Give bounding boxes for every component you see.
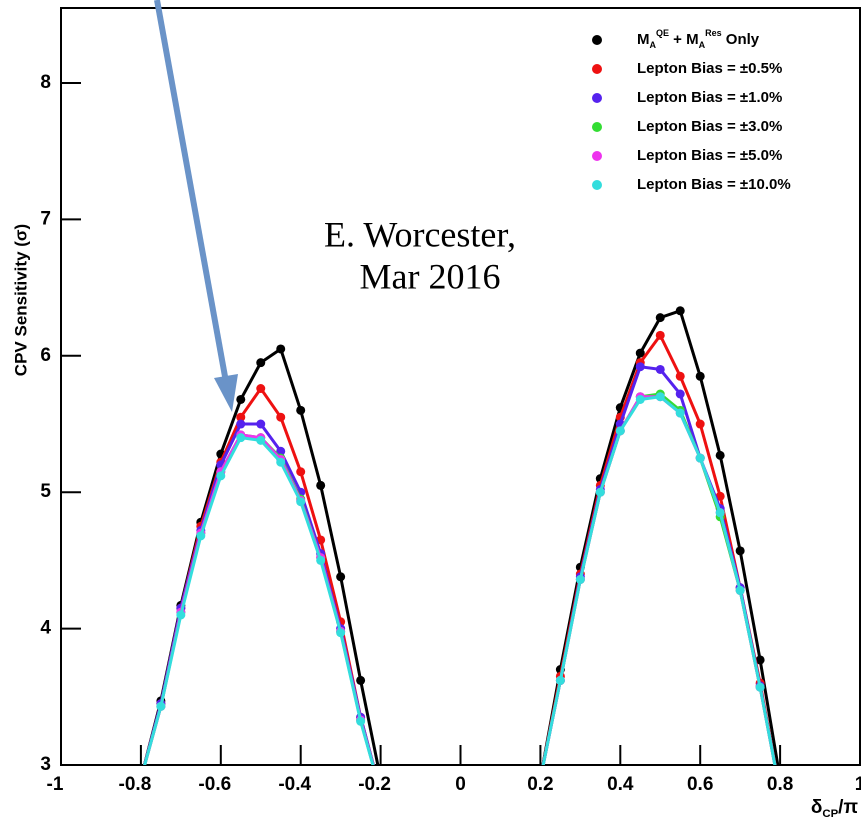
annotation: E. Worcester, (324, 214, 516, 254)
x-tick-label: 0.2 (527, 774, 553, 795)
data-point (735, 546, 745, 556)
data-point (336, 572, 346, 582)
data-point (715, 450, 725, 460)
data-point (635, 394, 645, 404)
data-point (276, 446, 286, 456)
x-tick-label: -0.6 (198, 774, 231, 795)
data-point (635, 362, 645, 372)
data-point (555, 675, 565, 685)
data-point (675, 408, 685, 418)
arrow (154, 0, 238, 412)
data-point (276, 344, 286, 354)
data-point (575, 575, 585, 585)
x-tick-label: -0.4 (278, 774, 311, 795)
data-point (655, 364, 665, 374)
series-line (143, 392, 777, 765)
data-point (755, 682, 765, 692)
data-point (715, 491, 725, 501)
data-point (296, 497, 306, 507)
data-point (256, 435, 266, 445)
legend-marker (592, 35, 602, 45)
legend-marker (592, 93, 602, 103)
data-point (735, 585, 745, 595)
y-tick-label: 7 (40, 208, 51, 229)
legend-marker (592, 122, 602, 132)
data-point (695, 419, 705, 429)
data-point (316, 555, 326, 565)
x-axis-label: δCP/π (811, 797, 859, 820)
data-point (615, 426, 625, 436)
data-point (236, 419, 246, 429)
data-point (236, 394, 246, 404)
plot-area (142, 306, 780, 765)
data-point (256, 384, 266, 394)
legend-label: Lepton Bias = ±3.0% (637, 118, 782, 135)
legend-marker (592, 151, 602, 161)
data-point (296, 467, 306, 477)
data-point (276, 412, 286, 422)
data-point (356, 716, 366, 726)
data-point (655, 392, 665, 402)
data-point (336, 628, 346, 638)
data-point (196, 531, 206, 541)
x-tick-label: 1 (855, 774, 861, 795)
data-point (236, 433, 246, 443)
legend-label: MAQE + MARes Only (637, 28, 760, 50)
series-line (143, 395, 777, 765)
data-point (256, 419, 266, 429)
legend-label: Lepton Bias = ±5.0% (637, 147, 782, 164)
x-tick-label: -1 (47, 774, 64, 795)
y-tick-label: 6 (40, 345, 51, 366)
data-point (695, 371, 705, 381)
data-point (236, 412, 246, 422)
x-tick-label: -0.8 (119, 774, 152, 795)
data-point (176, 610, 186, 620)
data-point (715, 508, 725, 518)
data-point (635, 348, 645, 358)
data-point (695, 453, 705, 463)
x-tick-label: -0.2 (358, 774, 391, 795)
data-point (356, 675, 366, 685)
data-point (675, 371, 685, 381)
data-point (675, 389, 685, 399)
data-point (216, 471, 226, 481)
data-point (256, 358, 266, 368)
data-point (276, 457, 286, 467)
legend-label: Lepton Bias = ±1.0% (637, 89, 782, 106)
legend-marker (592, 64, 602, 74)
y-axis-label: CPV Sensitivity (σ) (11, 224, 30, 376)
x-tick-label: 0.4 (607, 774, 634, 795)
legend-label: Lepton Bias = ±0.5% (637, 60, 782, 77)
series-line (142, 365, 777, 765)
data-point (316, 480, 326, 490)
data-point (655, 313, 665, 323)
x-tick-label: 0 (455, 774, 466, 795)
y-tick-label: 4 (40, 618, 51, 639)
legend-label: Lepton Bias = ±10.0% (637, 176, 791, 193)
y-tick-label: 8 (40, 72, 51, 93)
data-point (296, 405, 306, 415)
data-point (595, 487, 605, 497)
data-point (655, 330, 665, 340)
x-tick-label: 0.6 (687, 774, 713, 795)
data-point (675, 306, 685, 316)
legend-marker (592, 180, 602, 190)
x-tick-label: 0.8 (767, 774, 793, 795)
data-point (156, 701, 166, 711)
annotation: Mar 2016 (360, 256, 501, 296)
series-line (143, 395, 777, 765)
data-point (755, 655, 765, 665)
y-tick-label: 5 (40, 481, 51, 502)
y-tick-label: 3 (40, 754, 51, 775)
